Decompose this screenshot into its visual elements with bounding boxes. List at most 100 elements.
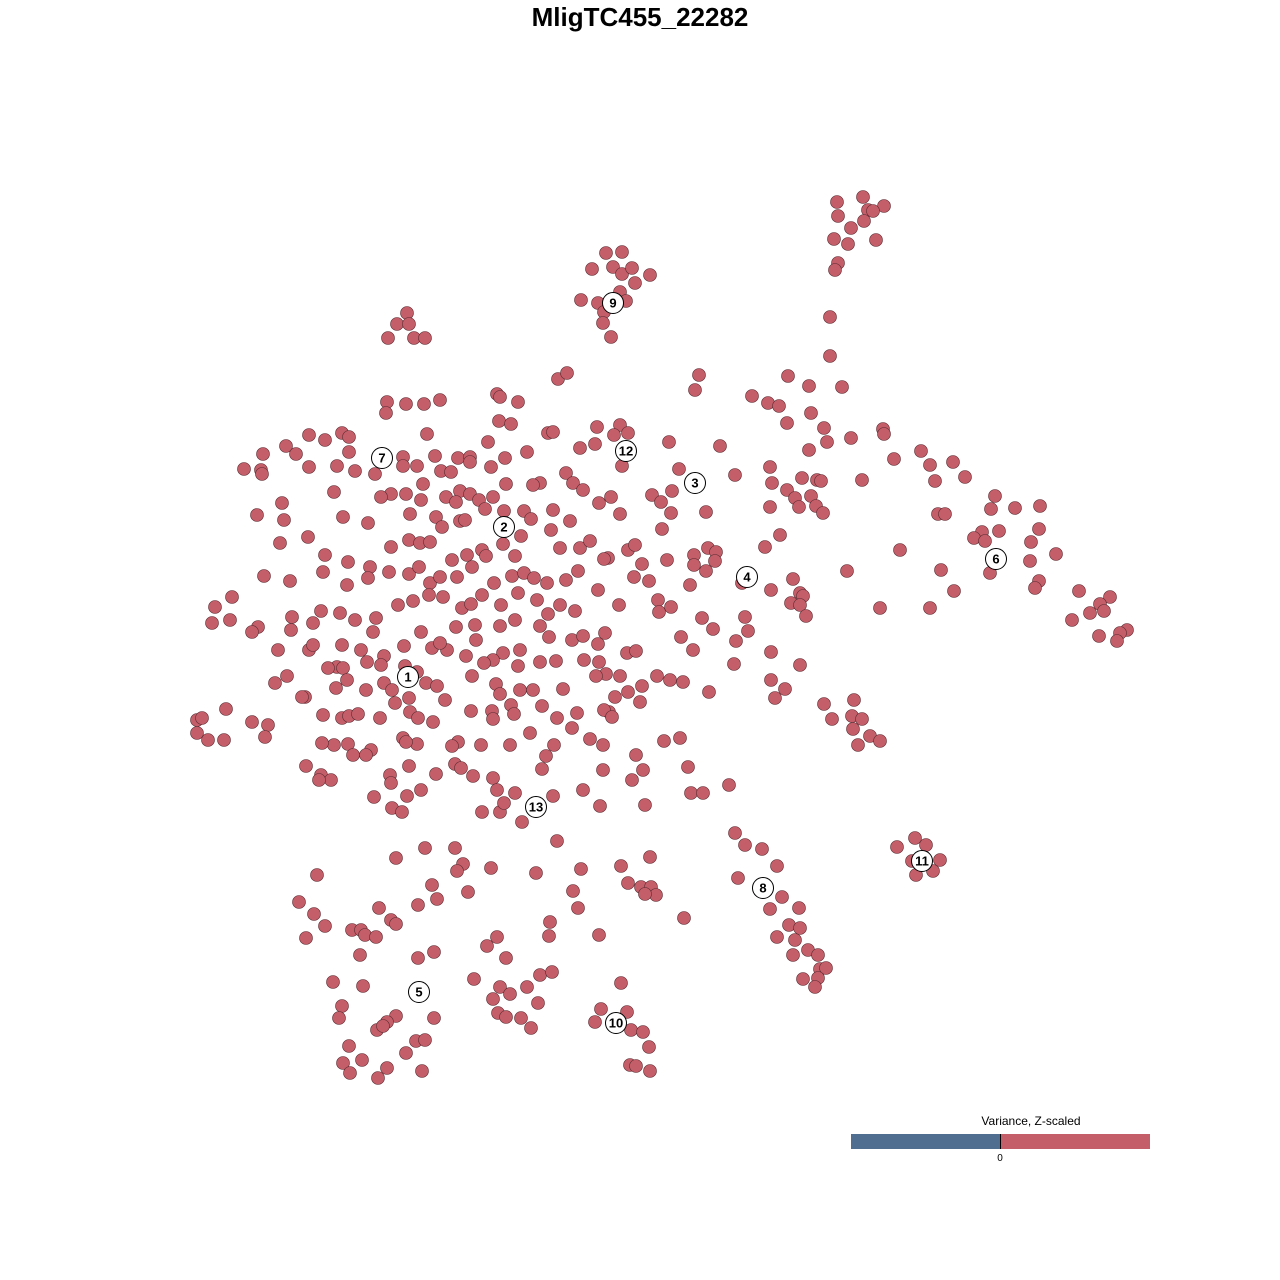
data-point <box>887 452 901 466</box>
cluster-label-circle <box>602 292 624 314</box>
data-point <box>780 416 794 430</box>
data-point <box>277 513 291 527</box>
chart-title: MligTC455_22282 <box>531 2 749 32</box>
data-point <box>992 524 1006 538</box>
data-point <box>468 618 482 632</box>
data-point <box>535 762 549 776</box>
cluster-label-circle <box>615 440 637 462</box>
data-point <box>336 661 350 675</box>
data-point <box>318 919 332 933</box>
data-point <box>786 572 800 586</box>
data-point <box>1024 535 1038 549</box>
data-point <box>549 654 563 668</box>
data-point <box>706 622 720 636</box>
data-point <box>449 495 463 509</box>
data-point <box>840 564 854 578</box>
data-point <box>738 838 752 852</box>
data-point <box>533 968 547 982</box>
data-point <box>539 749 553 763</box>
legend-title: Variance, Z-scaled <box>981 1114 1081 1128</box>
cluster-label-text: 10 <box>609 1016 623 1031</box>
data-point <box>1097 604 1111 618</box>
data-point <box>651 593 665 607</box>
data-point <box>475 805 489 819</box>
data-point <box>524 1021 538 1035</box>
data-point <box>738 610 752 624</box>
data-point <box>571 901 585 915</box>
data-point <box>493 980 507 994</box>
data-point <box>1028 581 1042 595</box>
data-point <box>361 516 375 530</box>
data-point <box>225 590 239 604</box>
data-point <box>438 693 452 707</box>
cluster-label-text: 9 <box>609 296 616 311</box>
legend-tick-label: 0 <box>997 1153 1003 1164</box>
data-point <box>450 570 464 584</box>
data-point <box>526 683 540 697</box>
cluster-label-text: 8 <box>759 881 766 896</box>
data-point <box>503 987 517 1001</box>
cluster-label-circle <box>752 877 774 899</box>
data-point <box>802 443 816 457</box>
data-point <box>592 655 606 669</box>
data-point <box>527 571 541 585</box>
data-point <box>652 605 666 619</box>
data-point <box>335 638 349 652</box>
cluster-label-circle <box>408 981 430 1003</box>
data-point <box>984 502 998 516</box>
data-point <box>676 675 690 689</box>
data-point <box>755 842 769 856</box>
data-point <box>923 601 937 615</box>
data-point <box>577 653 591 667</box>
data-point <box>520 980 534 994</box>
data-point <box>426 715 440 729</box>
data-point <box>523 726 537 740</box>
data-point <box>643 268 657 282</box>
data-point <box>598 626 612 640</box>
data-point <box>463 455 477 469</box>
data-point <box>402 759 416 773</box>
data-point <box>553 541 567 555</box>
data-point <box>361 571 375 585</box>
data-point <box>460 548 474 562</box>
data-point <box>237 462 251 476</box>
data-point <box>445 553 459 567</box>
data-point <box>312 773 326 787</box>
data-point <box>507 707 521 721</box>
data-point <box>399 397 413 411</box>
data-point <box>399 487 413 501</box>
data-point <box>307 907 321 921</box>
data-point <box>614 859 628 873</box>
data-point <box>775 890 789 904</box>
data-point <box>324 773 338 787</box>
data-point <box>411 951 425 965</box>
data-point <box>374 490 388 504</box>
data-point <box>490 930 504 944</box>
data-point <box>423 535 437 549</box>
data-point <box>533 655 547 669</box>
data-point <box>772 399 786 413</box>
data-point <box>642 1040 656 1054</box>
data-point <box>430 679 444 693</box>
data-point <box>420 427 434 441</box>
data-point <box>768 691 782 705</box>
data-point <box>560 366 574 380</box>
data-point <box>486 771 500 785</box>
data-point <box>310 868 324 882</box>
data-point <box>484 861 498 875</box>
data-point <box>857 214 871 228</box>
data-point <box>938 507 952 521</box>
data-point <box>499 477 513 491</box>
data-point <box>529 866 543 880</box>
data-point <box>205 616 219 630</box>
data-point <box>465 669 479 683</box>
data-point <box>546 789 560 803</box>
data-point <box>353 948 367 962</box>
data-point <box>195 711 209 725</box>
data-point <box>677 911 691 925</box>
data-point <box>513 683 527 697</box>
data-point <box>650 669 664 683</box>
data-point <box>814 474 828 488</box>
data-point <box>542 630 556 644</box>
data-point <box>342 1039 356 1053</box>
